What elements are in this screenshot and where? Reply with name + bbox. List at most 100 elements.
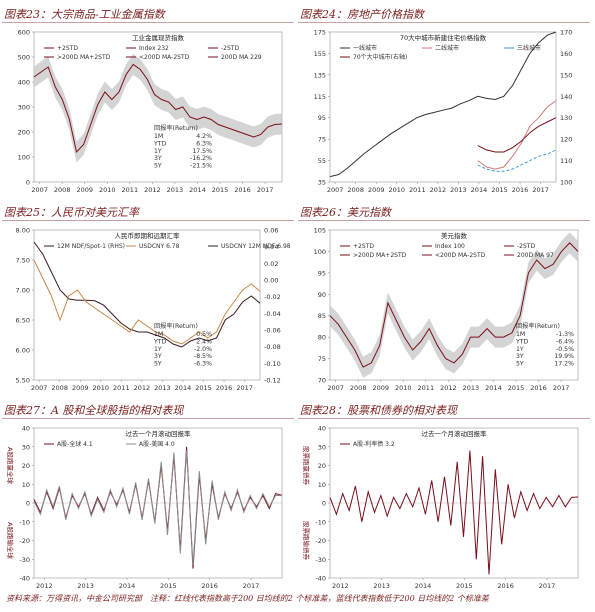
y-tick-label: 20 bbox=[318, 462, 326, 470]
x-tick-label: 2014 bbox=[119, 582, 136, 590]
return-value: 6.3% bbox=[196, 140, 212, 147]
legend-label: 200D MA 229 bbox=[221, 54, 262, 61]
x-tick-label: 2013 bbox=[450, 186, 467, 194]
title-divider bbox=[2, 418, 294, 419]
y-tick-label: 70 bbox=[318, 377, 326, 385]
y-right-tick-label: 100 bbox=[560, 179, 572, 187]
y-tick-label: 55 bbox=[318, 157, 326, 165]
x-tick-label: 2014 bbox=[189, 186, 206, 194]
plot-frame bbox=[329, 229, 579, 381]
x-tick-label: 2017 bbox=[236, 384, 253, 392]
chart-title: 图表28：股票和债券的相对表现 bbox=[300, 404, 457, 417]
return-header: 回报率(Return) bbox=[154, 124, 198, 132]
return-period: 3Y bbox=[154, 353, 162, 360]
chart-fig28: 40 30 20 10 0 -10 -20 -30 -40 2012 2013 2014 2015 201… bbox=[302, 425, 579, 590]
y-tick-label: 5.50 bbox=[16, 377, 30, 385]
chart-title: 图表24：房地产价格指数 bbox=[300, 8, 424, 21]
y-tick-label: 6.50 bbox=[16, 317, 30, 325]
y-tick-label: 500 bbox=[18, 54, 30, 62]
plot-frame bbox=[33, 229, 261, 381]
legend-label: A股-全球 4.1 bbox=[57, 440, 93, 448]
y-tick-label: 20 bbox=[22, 462, 30, 470]
y-tick-label: -10 bbox=[315, 518, 326, 526]
chart-title: 图表26：美元指数 bbox=[300, 206, 391, 219]
y-tick-label: 85 bbox=[318, 312, 326, 320]
return-period: YTD bbox=[515, 338, 529, 345]
x-tick-label: 2009 bbox=[368, 186, 385, 194]
x-tick-label: 2015 bbox=[160, 582, 177, 590]
x-tick-label: 2007 bbox=[31, 186, 48, 194]
x-tick-label: 2015 bbox=[456, 582, 473, 590]
legend-label: 二线城市 bbox=[435, 44, 459, 52]
chart-panel-fig28: 图表28：股票和债券的相对表现 40 30 20 10 0 -10 -20 -30 -40 201… bbox=[298, 400, 590, 600]
title-divider bbox=[2, 220, 294, 221]
y-right-tick-label: -0.02 bbox=[264, 293, 281, 301]
chart-title: 图表23：大宗商品-工业金属指数 bbox=[4, 8, 165, 21]
return-period: 5Y bbox=[154, 361, 162, 368]
y-right-tick-label: 140 bbox=[560, 93, 572, 101]
title-divider bbox=[2, 22, 294, 23]
y-right-tick-label: 170 bbox=[560, 29, 572, 37]
y-tick-label: 100 bbox=[314, 248, 326, 256]
legend-label: USDCNY 6.78 bbox=[139, 243, 180, 250]
y-tick-label: -10 bbox=[19, 518, 30, 526]
y-right-tick-label: -0.12 bbox=[264, 377, 281, 385]
x-tick-label: 2013 bbox=[463, 384, 480, 392]
legend-label: +2STD bbox=[353, 243, 374, 250]
x-tick-label: 2009 bbox=[76, 186, 93, 194]
series-line bbox=[329, 450, 579, 575]
footer-note: 注释：红线代表指数高于200 日均线的2 个标准差，蓝线代表指数低于200 日均… bbox=[150, 594, 489, 603]
x-tick-label: 2013 bbox=[167, 186, 184, 194]
y-tick-label: 75 bbox=[318, 136, 326, 144]
return-period: YTD bbox=[153, 338, 167, 345]
y-tick-label: 30 bbox=[318, 443, 326, 451]
x-tick-label: 2012 bbox=[144, 186, 161, 194]
y-right-tick-label: -0.10 bbox=[264, 360, 281, 368]
x-tick-label: 2012 bbox=[36, 582, 53, 590]
y-right-tick-label: 110 bbox=[560, 157, 572, 165]
x-tick-label: 2010 bbox=[92, 384, 109, 392]
return-value: -1.3% bbox=[556, 331, 574, 338]
y-tick-label: 35 bbox=[318, 179, 326, 187]
series-line bbox=[33, 450, 282, 565]
y-tick-label: 95 bbox=[318, 114, 326, 122]
chart-subtitle: 过去一个月滚动回报率 bbox=[422, 429, 488, 438]
y-tick-label: 175 bbox=[314, 29, 326, 37]
return-value: -6.4% bbox=[556, 338, 574, 345]
y-axis-label-top: 股票跑赢债券 bbox=[302, 446, 311, 486]
y-tick-label: -40 bbox=[19, 575, 30, 583]
x-tick-label: 2008 bbox=[54, 186, 71, 194]
y-right-tick-label: 0.04 bbox=[264, 243, 278, 251]
x-tick-label: 2012 bbox=[430, 186, 447, 194]
x-tick-label: 2008 bbox=[347, 186, 364, 194]
y-axis-label-top: A股跑赢全球 bbox=[6, 447, 15, 484]
y-axis-label-bottom: A股跑输全球 bbox=[6, 522, 15, 559]
legend-label: Index 100 bbox=[435, 243, 465, 250]
return-value: 17.5% bbox=[192, 148, 212, 155]
legend-label: Index 232 bbox=[139, 45, 169, 52]
x-tick-label: 2011 bbox=[409, 186, 426, 194]
legend-label: A股-美国 4.0 bbox=[139, 440, 175, 448]
legend-label: >200D MA+2STD bbox=[353, 252, 407, 259]
x-tick-label: 2010 bbox=[395, 384, 412, 392]
x-tick-label: 2014 bbox=[175, 384, 192, 392]
y-axis-label-bottom: 股票跑输债券 bbox=[302, 521, 311, 561]
x-tick-label: 2010 bbox=[388, 186, 405, 194]
y-tick-label: 115 bbox=[314, 93, 326, 101]
return-header: 回报率(Return) bbox=[516, 322, 560, 330]
return-period: 1Y bbox=[154, 346, 162, 353]
return-period: 1M bbox=[154, 133, 163, 140]
x-tick-label: 2008 bbox=[350, 384, 367, 392]
x-tick-label: 2008 bbox=[51, 384, 68, 392]
return-value: 2.4% bbox=[196, 338, 212, 345]
x-tick-label: 2014 bbox=[471, 186, 488, 194]
return-value: -0.5% bbox=[556, 346, 574, 353]
std-band bbox=[34, 54, 282, 163]
x-tick-label: 2015 bbox=[491, 186, 508, 194]
y-tick-label: 105 bbox=[314, 227, 326, 235]
chart-panel-fig24: 图表24：房地产价格指数 35 55 75 95 115 135 155 175 100 110 1… bbox=[298, 4, 590, 204]
y-right-tick-label: 130 bbox=[560, 114, 572, 122]
x-tick-label: 2016 bbox=[234, 186, 251, 194]
chart-subtitle: 过去一个月滚动回报率 bbox=[126, 429, 192, 438]
y-tick-label: 75 bbox=[318, 355, 326, 363]
